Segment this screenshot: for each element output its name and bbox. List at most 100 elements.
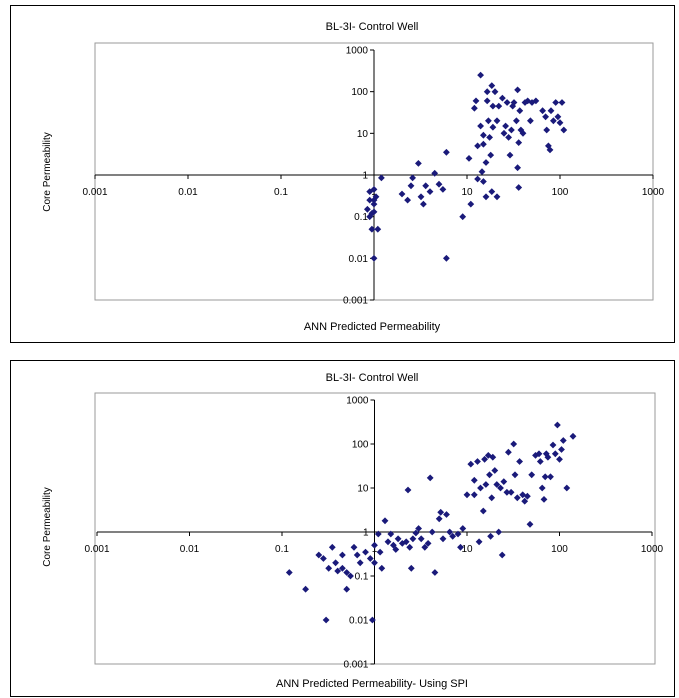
x-tick-label: 0.1 (275, 544, 289, 555)
data-point (515, 184, 523, 191)
data-point (488, 82, 496, 89)
data-point (446, 528, 454, 536)
data-point (431, 169, 439, 177)
data-point (474, 458, 481, 465)
data-point (505, 448, 512, 456)
data-point (502, 122, 509, 130)
data-point (477, 71, 484, 79)
data-point (480, 140, 487, 148)
data-point (542, 450, 550, 458)
data-point (370, 200, 378, 208)
data-point (511, 471, 519, 479)
data-point (513, 117, 520, 125)
data-point (364, 205, 371, 213)
data-point (381, 517, 389, 525)
data-point (424, 540, 432, 547)
data-point (551, 450, 559, 458)
data-point (435, 180, 443, 188)
chart-panel-bottom: BL-3I- Control Well ANN Predicted Permea… (0, 355, 679, 698)
data-point (420, 200, 427, 208)
data-point (457, 543, 464, 551)
data-point (409, 535, 417, 543)
data-point (532, 97, 540, 105)
data-point (480, 131, 487, 139)
y-tick-label: 100 (351, 87, 368, 98)
data-point (506, 151, 514, 159)
data-point (332, 559, 339, 567)
data-point (489, 102, 497, 110)
data-point (366, 196, 374, 204)
data-point (459, 213, 467, 221)
data-point (343, 585, 351, 593)
data-point (482, 159, 490, 166)
data-point (508, 126, 515, 134)
data-point (407, 182, 415, 190)
data-point (474, 175, 481, 183)
data-point (328, 543, 336, 551)
data-point (443, 254, 450, 262)
data-point (482, 481, 490, 488)
data-point (493, 193, 501, 201)
data-point (470, 476, 478, 484)
chart-border (10, 5, 675, 343)
y-tick-label: 10 (357, 484, 369, 495)
data-point (449, 532, 457, 540)
data-point (480, 178, 487, 185)
scatter-chart-bottom: BL-3I- Control Well ANN Predicted Permea… (10, 360, 675, 697)
x-tick-label: 0.001 (82, 187, 107, 198)
data-point (500, 129, 508, 137)
data-point (552, 99, 560, 106)
data-point (467, 200, 475, 208)
data-point (415, 525, 422, 532)
data-point (404, 196, 411, 204)
data-point (528, 471, 536, 479)
chart-border (10, 360, 675, 697)
data-point (475, 538, 483, 546)
data-point (353, 551, 361, 559)
data-point (378, 174, 385, 182)
data-point (554, 113, 562, 121)
data-point (487, 532, 494, 540)
data-point (302, 585, 309, 593)
data-point (474, 142, 481, 150)
x-tick-label: 1000 (642, 187, 665, 198)
data-point (465, 155, 473, 162)
data-point (542, 113, 549, 121)
x-tick-label: 1 (372, 544, 378, 555)
data-point (500, 478, 508, 485)
data-point (527, 117, 534, 125)
data-point (498, 551, 506, 559)
data-point (454, 530, 462, 538)
data-point (471, 104, 478, 112)
data-point (483, 97, 491, 105)
data-point (569, 432, 577, 440)
data-point (435, 515, 443, 523)
data-point (431, 569, 439, 576)
data-point (325, 564, 333, 572)
data-point (497, 484, 504, 492)
data-point (350, 543, 358, 551)
data-point (488, 188, 496, 195)
data-point (459, 525, 467, 532)
y-tick-label: 0.01 (349, 254, 369, 265)
data-point (322, 616, 330, 624)
data-point (481, 455, 488, 463)
x-axis-label: ANN Predicted Permeability (304, 321, 441, 333)
data-point (505, 134, 512, 141)
y-tick-label: 1 (363, 528, 369, 539)
data-point (417, 535, 425, 543)
data-point (503, 99, 511, 106)
scatter-chart-top: BL-3I- Control Well ANN Predicted Permea… (10, 5, 675, 343)
x-tick-label: 0.1 (274, 187, 288, 198)
y-axis-label: Core Permeability (42, 132, 53, 211)
data-point (412, 529, 420, 537)
data-point (477, 484, 484, 492)
y-tick-label: 10 (357, 129, 369, 140)
data-point (491, 88, 499, 96)
data-point (495, 528, 503, 536)
data-point (467, 460, 475, 468)
data-point (370, 196, 378, 204)
y-tick-label: 1000 (346, 46, 369, 57)
data-point (483, 88, 491, 96)
data-point (556, 455, 563, 463)
